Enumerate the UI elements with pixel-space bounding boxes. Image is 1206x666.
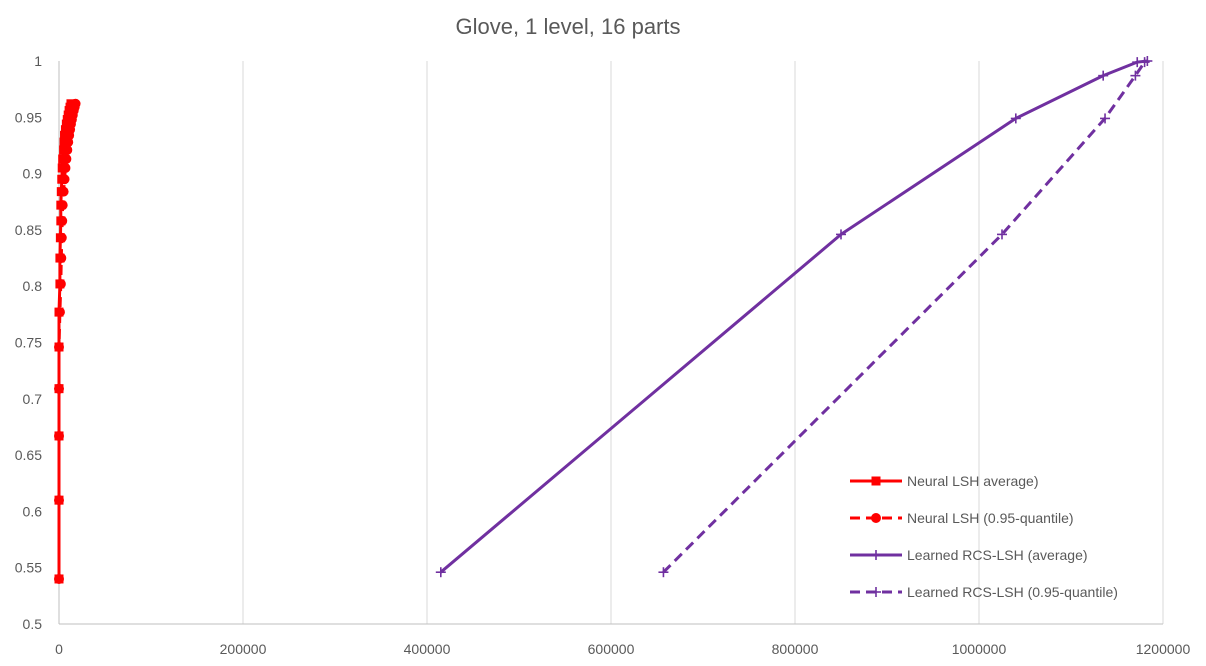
series-3	[658, 57, 1150, 578]
y-tick-labels: 0.5 0.55 0.6 0.65 0.7 0.75 0.8 0.85 0.9 0.95 1	[15, 53, 42, 632]
y-tick-label: 0.6	[23, 503, 43, 519]
data-point	[871, 550, 881, 560]
legend-item: Neural LSH average)	[850, 473, 1039, 489]
y-tick-label: 1	[34, 53, 42, 69]
y-tick-label: 0.5	[23, 616, 43, 632]
x-tick-label: 200000	[220, 641, 267, 657]
y-tick-label: 0.55	[15, 560, 42, 576]
series-line	[662, 61, 1146, 574]
legend-item: Neural LSH (0.95-quantile)	[850, 510, 1074, 526]
x-tick-label: 400000	[404, 641, 451, 657]
x-tick-labels: 0 200000 400000 600000 800000 1000000 1200000	[55, 641, 1190, 657]
chart-series	[54, 56, 1153, 584]
y-tick-label: 0.95	[15, 109, 42, 125]
x-tick-label: 800000	[772, 641, 819, 657]
y-tick-label: 0.65	[15, 447, 42, 463]
data-point	[1130, 70, 1141, 81]
y-tick-label: 0.75	[15, 335, 42, 351]
series-line	[439, 59, 1148, 574]
series-1	[54, 98, 81, 584]
data-point	[58, 186, 69, 197]
data-point	[871, 587, 881, 597]
y-tick-label: 0.9	[23, 166, 43, 182]
data-point	[1010, 113, 1021, 124]
data-point	[56, 232, 67, 243]
data-point	[997, 229, 1007, 240]
data-point	[871, 513, 881, 523]
legend-label: Neural LSH average)	[907, 473, 1039, 489]
x-tick-label: 600000	[588, 641, 635, 657]
data-point	[59, 174, 70, 185]
data-point	[435, 567, 446, 578]
data-point	[56, 253, 67, 264]
x-tick-label: 1000000	[952, 641, 1007, 657]
legend-label: Learned RCS-LSH (average)	[907, 547, 1088, 563]
data-point	[658, 567, 669, 578]
x-tick-label: 1200000	[1136, 641, 1191, 657]
data-point	[54, 383, 64, 394]
data-point	[54, 573, 64, 584]
y-tick-label: 0.8	[23, 278, 43, 294]
chart-legend: Neural LSH average) Neural LSH (0.95-quan…	[850, 473, 1118, 600]
data-point	[61, 153, 72, 164]
legend-item: Learned RCS-LSH (0.95-quantile)	[850, 584, 1118, 600]
data-point	[871, 476, 881, 486]
y-tick-label: 0.85	[15, 222, 42, 238]
data-point	[1139, 57, 1150, 68]
data-point	[60, 162, 71, 173]
data-point	[54, 430, 64, 441]
data-point	[70, 98, 81, 109]
chart-title: Glove, 1 level, 16 parts	[455, 14, 681, 39]
series-2	[435, 56, 1153, 578]
chart-grid	[242, 61, 1164, 624]
legend-label: Learned RCS-LSH (0.95-quantile)	[907, 584, 1118, 600]
data-point	[836, 229, 846, 240]
legend-label: Neural LSH (0.95-quantile)	[907, 510, 1074, 526]
data-point	[1098, 70, 1109, 81]
data-point	[54, 495, 64, 506]
x-tick-label: 0	[55, 641, 63, 657]
y-tick-label: 0.7	[23, 391, 43, 407]
data-point	[54, 307, 65, 318]
data-point	[57, 200, 68, 211]
legend-item: Learned RCS-LSH (average)	[850, 547, 1088, 563]
data-point	[57, 215, 68, 226]
data-point	[1100, 113, 1111, 124]
data-point	[62, 144, 73, 155]
data-point	[55, 278, 66, 289]
data-point	[54, 342, 64, 353]
